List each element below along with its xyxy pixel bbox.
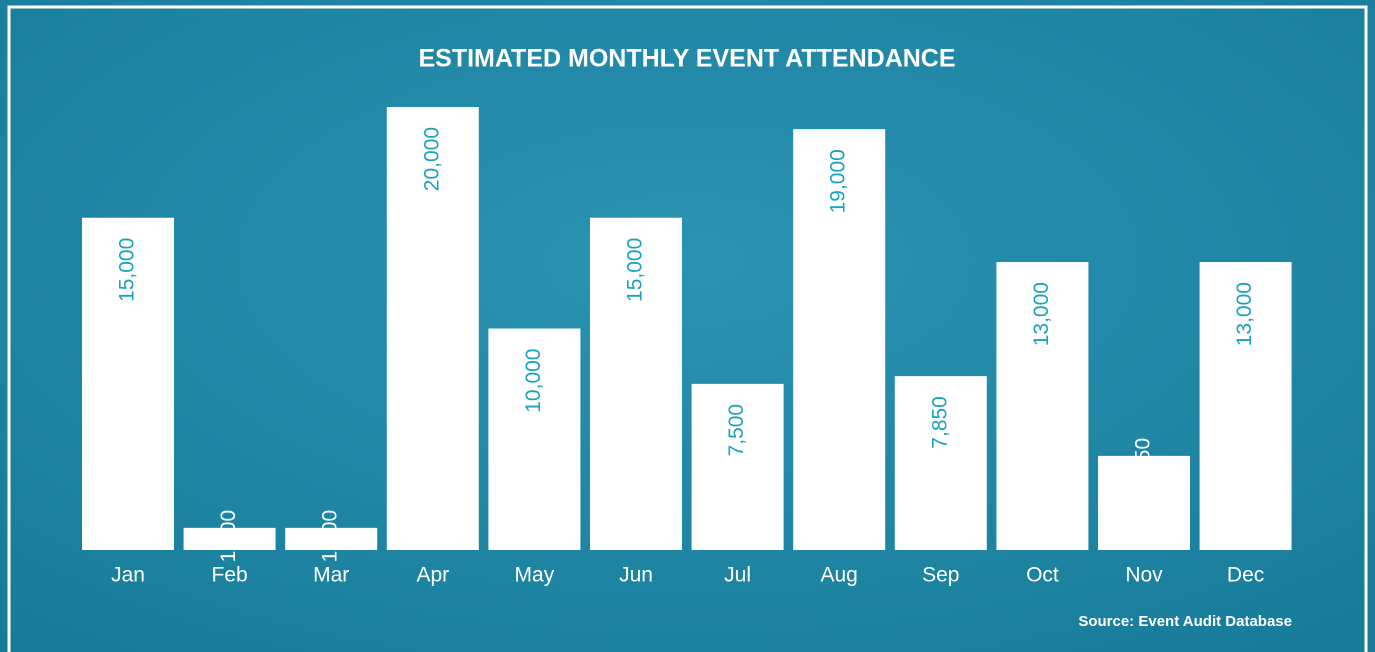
value-label: 13,000: [1030, 282, 1053, 346]
x-tick-label: May: [515, 564, 555, 587]
bar: [1098, 455, 1190, 550]
bar: [1199, 262, 1292, 550]
bar: [82, 217, 174, 550]
value-label: 7,850: [928, 396, 951, 449]
bar: [488, 328, 581, 550]
x-tick-label: Jan: [111, 564, 145, 587]
bar: [691, 383, 784, 550]
value-label: 15,000: [624, 238, 647, 302]
value-label: 4,250: [1132, 438, 1155, 491]
value-label: 10,000: [522, 349, 545, 413]
value-label: 13,000: [1233, 282, 1256, 346]
bar: [793, 129, 886, 550]
value-label: 20,000: [420, 127, 443, 191]
bar: [996, 262, 1089, 550]
value-label: 7,500: [725, 404, 748, 457]
x-tick-label: Jun: [619, 564, 653, 587]
value-label: 1,000: [319, 510, 342, 563]
source: Source: Event Audit Database: [1078, 613, 1292, 630]
frame: [7, 5, 1368, 652]
bar: [386, 107, 479, 550]
value-label: 1,000: [217, 510, 240, 563]
bar: [590, 217, 682, 550]
x-tick-label: Nov: [1125, 564, 1163, 587]
x-tick-label: Oct: [1026, 564, 1059, 587]
x-tick-label: Mar: [313, 564, 349, 587]
x-tick-label: Sep: [922, 564, 959, 587]
x-tick-label: Apr: [416, 564, 449, 587]
value-label: 19,000: [827, 149, 850, 213]
x-tick-label: Feb: [212, 564, 248, 587]
x-tick-label: Aug: [821, 564, 858, 587]
bar: [183, 527, 276, 550]
value-label: 15,000: [116, 238, 139, 302]
x-tick-label: Jul: [724, 564, 751, 587]
bar: [285, 527, 378, 550]
chart-title: ESTIMATED MONTHLY EVENT ATTENDANCE: [418, 45, 955, 73]
x-tick-label: Dec: [1227, 564, 1264, 587]
bar: [894, 376, 987, 550]
